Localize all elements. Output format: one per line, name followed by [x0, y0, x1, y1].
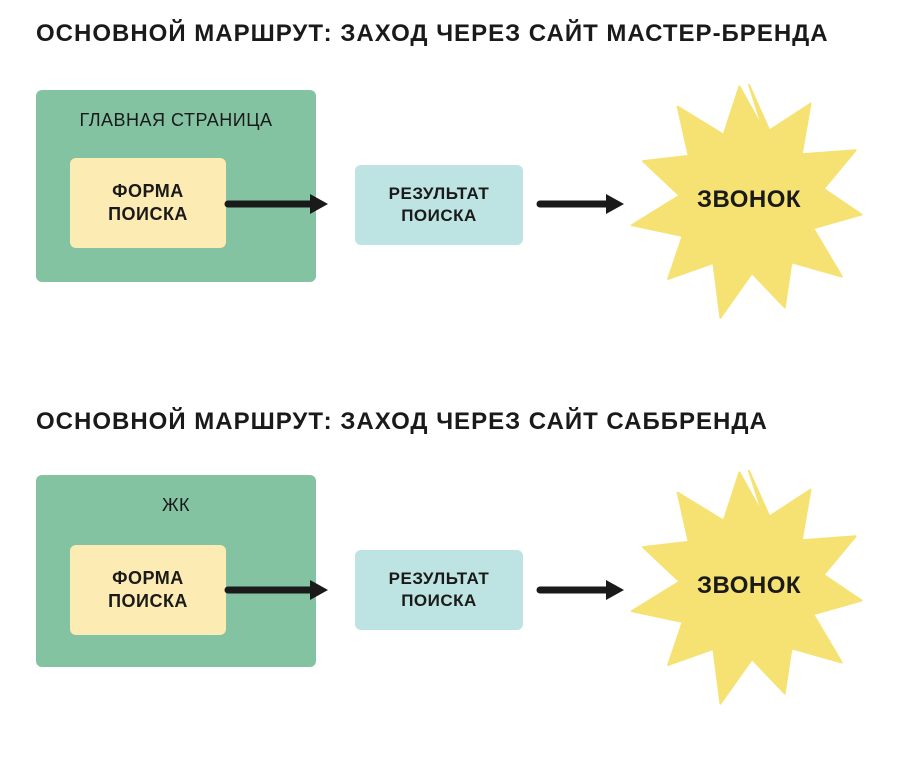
main-page-label-1: ГЛАВНАЯ СТРАНИЦА	[36, 110, 316, 131]
form-box-2: ФОРМА ПОИСКА	[70, 545, 226, 635]
result-text-1b: ПОИСКА	[401, 205, 477, 227]
result-box-2: РЕЗУЛЬТАТ ПОИСКА	[355, 550, 523, 630]
section-title-2: ОСНОВНОЙ МАРШРУТ: ЗАХОД ЧЕРЕЗ САЙТ САББР…	[36, 408, 768, 436]
starburst-text-1: ЗВОНОК	[628, 186, 870, 214]
result-text-1a: РЕЗУЛЬТАТ	[389, 183, 490, 205]
section-title-1: ОСНОВНОЙ МАРШРУТ: ЗАХОД ЧЕРЕЗ САЙТ МАСТЕ…	[36, 20, 829, 48]
arrow-2a	[213, 575, 343, 605]
starburst-2: ЗВОНОК	[628, 466, 870, 708]
result-text-2a: РЕЗУЛЬТАТ	[389, 568, 490, 590]
arrow-1b	[525, 189, 639, 219]
form-text-2a: ФОРМА	[112, 567, 184, 590]
result-box-1: РЕЗУЛЬТАТ ПОИСКА	[355, 165, 523, 245]
result-text-2b: ПОИСКА	[401, 590, 477, 612]
form-box-1: ФОРМА ПОИСКА	[70, 158, 226, 248]
form-text-2b: ПОИСКА	[108, 590, 188, 613]
starburst-text-2: ЗВОНОК	[628, 572, 870, 600]
arrow-1a	[213, 189, 343, 219]
arrow-2b	[525, 575, 639, 605]
starburst-1: ЗВОНОК	[628, 80, 870, 322]
form-text-1b: ПОИСКА	[108, 203, 188, 226]
main-page-label-2: ЖК	[36, 495, 316, 516]
form-text-1a: ФОРМА	[112, 180, 184, 203]
